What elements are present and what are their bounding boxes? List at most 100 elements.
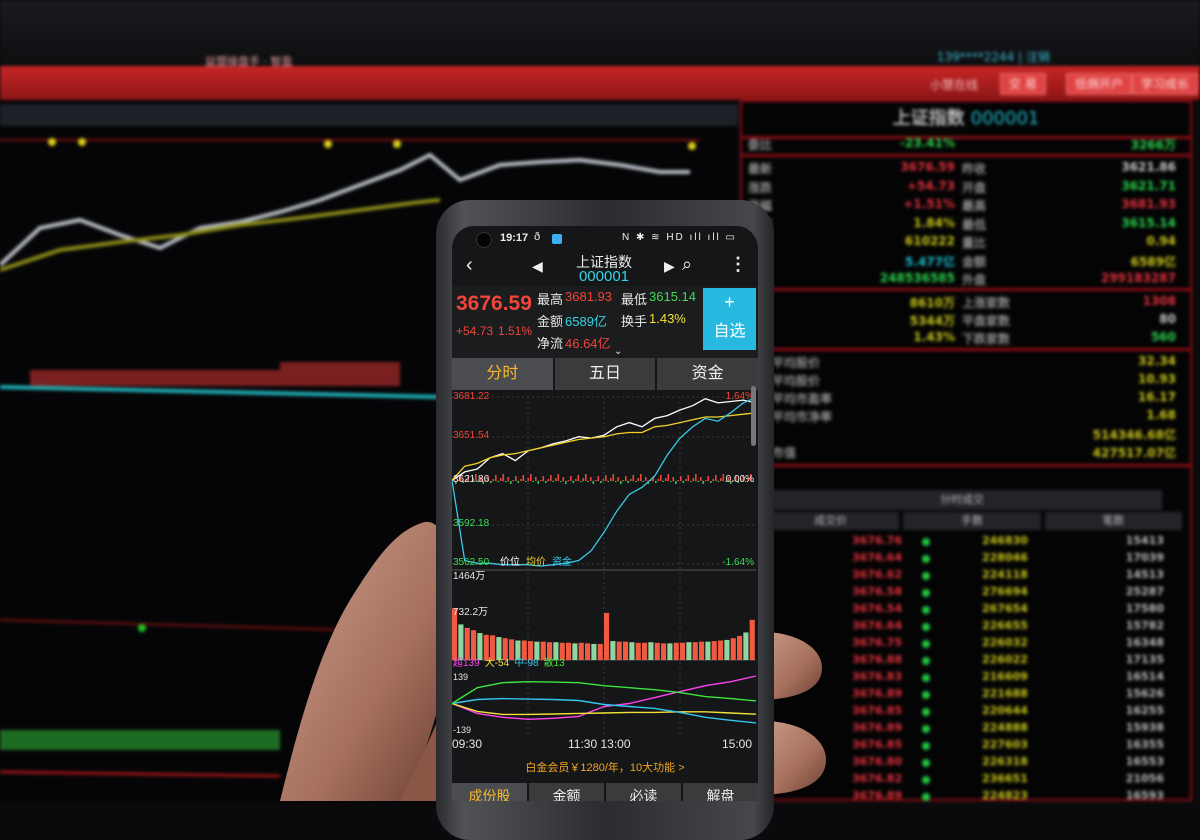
tick-price: 3676.83: [852, 670, 903, 683]
tick-direction-icon: [922, 572, 930, 580]
stats-row: 平均股价 32.34: [742, 354, 1190, 376]
tab-must-read[interactable]: 必读: [606, 783, 681, 801]
net-flow-bar: [720, 478, 722, 481]
search-icon[interactable]: ⌕: [682, 254, 693, 274]
row-key: 下跌家数: [962, 332, 1011, 346]
col-volume[interactable]: 手数: [903, 512, 1041, 530]
net-flow-bar: [485, 480, 487, 481]
divider: [742, 464, 1190, 467]
net-flow-bar: [530, 474, 532, 481]
legend-super: 超139: [453, 658, 480, 669]
net-flow-bar: [632, 475, 635, 481]
tab-funds[interactable]: 资金: [657, 358, 758, 390]
row-key: 量比: [962, 236, 987, 250]
volume-bar: [585, 643, 591, 660]
tab-amount[interactable]: 金额: [529, 783, 604, 801]
volume-bar: [458, 624, 464, 660]
monitor-avg-line: [0, 198, 441, 272]
net-flow-bar: [492, 479, 495, 481]
tick-volume: 221688: [982, 687, 1028, 700]
tick-price: 3676.88: [852, 653, 903, 666]
row-value: 8610万: [909, 296, 955, 310]
time-open: 09:30: [452, 737, 483, 751]
tick-direction-icon: [922, 623, 930, 631]
membership-promo-link[interactable]: 白金会员￥1280/年，10大功能 >: [525, 762, 685, 774]
net-flow-bar: [642, 481, 645, 482]
tick-direction-icon: [922, 691, 930, 699]
time-midday: 11:30 13:00: [568, 737, 631, 751]
tab-five-day[interactable]: 五日: [554, 358, 656, 390]
net-flow-bar: [502, 474, 505, 481]
nav-bar: ‹ ◀ 上证指数 000001 ▶ ⌕ ⋮: [452, 252, 758, 286]
volume-bar: [610, 641, 616, 660]
row-key: 最高: [962, 199, 987, 213]
net-flow-bar: [655, 481, 657, 483]
net-flow-bar: [622, 480, 625, 481]
tab-constituents[interactable]: 成份股: [452, 783, 527, 801]
net-flow-bar: [685, 479, 687, 481]
next-stock-icon[interactable]: ▶: [664, 258, 675, 274]
volume-bar: [623, 641, 629, 660]
tick-direction-icon: [922, 555, 930, 563]
tick-count: 15938: [1125, 721, 1164, 734]
net-flow-bar: [555, 478, 557, 481]
expand-chevron-icon[interactable]: ⌄: [614, 346, 623, 357]
tick-count: 21056: [1125, 772, 1164, 785]
row-value-right: 3615.14: [1121, 215, 1176, 230]
net-flow-bar: [482, 481, 485, 484]
prev-stock-icon[interactable]: ◀: [532, 258, 543, 274]
flow-axis-bottom: -139: [453, 725, 472, 735]
net-flow-bar: [532, 481, 535, 482]
window-title: 益盟操盘手 · 智盈: [205, 55, 293, 68]
volume-bar: [496, 637, 502, 660]
net-flow-bar: [675, 481, 677, 484]
col-count[interactable]: 笔数: [1044, 512, 1182, 530]
tick-row: 3676.54 267654 17580: [772, 602, 1192, 620]
row-value: 3676.59: [900, 160, 955, 174]
back-icon[interactable]: ‹: [466, 254, 473, 276]
turnover-value: 1.43%: [649, 311, 686, 326]
row-value: 1.43%: [913, 330, 955, 344]
axis-upper: 3651.54: [453, 430, 490, 441]
net-flow-bar: [672, 477, 675, 481]
learning-button[interactable]: 学习成长: [1132, 73, 1199, 95]
row-value: 16.17: [1138, 390, 1176, 404]
net-flow-bar: [560, 481, 562, 482]
tick-count: 15626: [1125, 687, 1164, 700]
volume-axis-top: 1464万: [453, 571, 486, 582]
row-value: +1.51%: [903, 197, 955, 211]
add-watchlist-button[interactable]: + 自选: [703, 288, 756, 350]
tab-analysis[interactable]: 解盘: [683, 783, 758, 801]
trade-button[interactable]: 交 易: [1000, 73, 1046, 95]
scrollbar[interactable]: [751, 386, 756, 446]
row-value-right: 3621.86: [1121, 160, 1176, 174]
tick-volume: 267654: [982, 602, 1028, 615]
monitor-lower-bars: [0, 730, 280, 750]
ratio-value: -23.41%: [900, 136, 955, 150]
col-price[interactable]: 成交价: [762, 512, 900, 530]
net-flow-bar: [512, 480, 515, 481]
net-flow-bar: [640, 474, 642, 481]
net-flow-bar: [507, 477, 510, 481]
monitor-volume-bars: [30, 362, 400, 386]
breadth-row: 5344万 平盘家数 80: [742, 312, 1190, 334]
net-flow-bar: [620, 481, 622, 484]
tick-row: 3676.85 220644 16255: [772, 704, 1192, 722]
tick-count: 14513: [1125, 568, 1164, 581]
ratio-row: 委比 -23.41% 3266万: [742, 136, 1190, 158]
row-label: 平均市盈率: [772, 392, 833, 406]
tick-row: 3676.62 224118 14513: [772, 568, 1192, 586]
tick-price: 3676.80: [852, 755, 903, 768]
app-notification-icon: [552, 234, 562, 244]
tab-intraday[interactable]: 分时: [452, 358, 553, 390]
open-account-button[interactable]: 低佣开户: [1066, 73, 1133, 95]
volume-bar: [635, 642, 641, 660]
axis-lower: 3592.18: [453, 518, 490, 529]
row-key: 平盘家数: [962, 314, 1011, 328]
net-flow-bar: [522, 475, 525, 481]
net-flow-bar: [565, 481, 567, 484]
more-icon[interactable]: ⋮: [729, 254, 747, 274]
net-flow-bar: [577, 475, 580, 481]
net-flow-bar: [487, 476, 490, 481]
net-flow-bar: [495, 475, 497, 481]
